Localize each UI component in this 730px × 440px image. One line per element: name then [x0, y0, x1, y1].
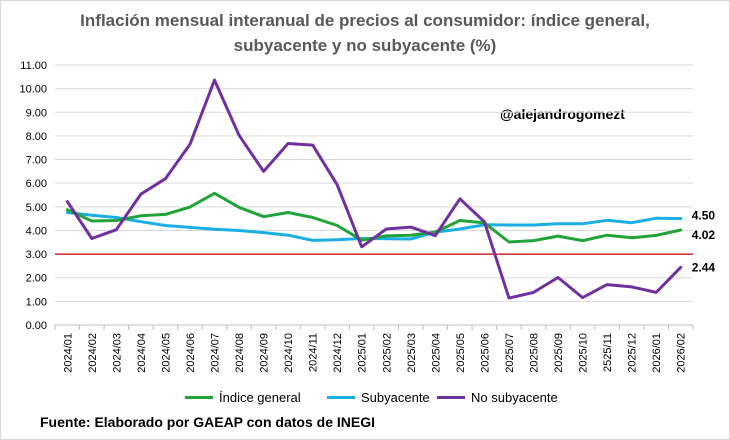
- end-value-label: 2.44: [692, 260, 716, 274]
- x-tick-label: 2026/02: [676, 333, 688, 373]
- y-tick-label: 2.00: [26, 273, 47, 285]
- y-tick-label: 0.00: [26, 320, 47, 332]
- x-tick-label: 2025/02: [381, 333, 393, 373]
- legend-label-indice-general: Índice general: [219, 390, 301, 405]
- legend-label-subyacente: Subyacente: [361, 390, 430, 405]
- watermark-handle: @alejandrogomezt: [500, 106, 625, 122]
- series-lines: [65, 78, 683, 300]
- x-tick-label: 2025/07: [504, 333, 516, 373]
- y-tick-label: 8.00: [26, 131, 47, 143]
- x-tick-label: 2026/01: [651, 333, 663, 373]
- x-tick-label: 2025/01: [357, 333, 369, 373]
- y-tick-label: 7.00: [26, 155, 47, 167]
- x-tick-label: 2024/04: [136, 333, 148, 373]
- end-value-label: 4.02: [692, 228, 716, 242]
- series-line-no-subyacente: [65, 78, 683, 300]
- x-tick-label: 2025/09: [553, 333, 565, 373]
- end-labels: 4.50 4.02 2.44: [692, 209, 716, 275]
- y-tick-label: 1.00: [26, 296, 47, 308]
- legend-swatch-subyacente: [327, 396, 355, 399]
- x-tick-label: 2024/01: [62, 333, 74, 373]
- y-tick-label: 10.00: [19, 84, 47, 96]
- x-tick-label: 2024/09: [259, 333, 271, 373]
- legend-label-no-subyacente: No subyacente: [471, 390, 558, 405]
- y-tick-label: 4.00: [26, 225, 47, 237]
- x-tick-label: 2025/12: [627, 333, 639, 373]
- x-tick-label: 2024/05: [160, 333, 172, 373]
- y-tick-label: 9.00: [26, 107, 47, 119]
- y-tick-label: 3.00: [26, 249, 47, 261]
- x-tick-label: 2025/06: [479, 333, 491, 373]
- legend-swatch-no-subyacente: [437, 396, 465, 399]
- y-tick-label: 5.00: [26, 202, 47, 214]
- y-axis: 0.00 1.00 2.00 3.00 4.00 5.00 6.00 7.00 8.00 9.00…: [19, 60, 47, 332]
- chart-title-line-2: subyacente y no subyacente (%): [233, 36, 497, 55]
- legend-item-no-subyacente: No subyacente: [437, 390, 558, 405]
- x-tick-label: 2024/10: [283, 333, 295, 373]
- source-note: Fuente: Elaborado por GAEAP con datos de…: [40, 414, 376, 430]
- x-tick-label: 2024/07: [210, 333, 222, 373]
- x-tick-label: 2025/08: [529, 333, 541, 373]
- y-tick-label: 6.00: [26, 178, 47, 190]
- y-tick-label: 11.00: [20, 60, 47, 72]
- end-value-label: 4.50: [692, 209, 716, 223]
- legend-item-subyacente: Subyacente: [327, 390, 430, 405]
- x-tick-label: 2024/08: [234, 333, 246, 373]
- chart-title-line-1: Inflación mensual interanual de precios …: [80, 11, 650, 30]
- series-line-indice-general: [65, 191, 683, 244]
- grid-lines: [55, 64, 693, 326]
- legend-swatch-indice-general: [185, 396, 213, 399]
- x-tick-label: 2024/02: [87, 333, 99, 373]
- legend-item-indice-general: Índice general: [185, 390, 301, 405]
- x-tick-label: 2024/12: [332, 333, 344, 373]
- x-tick-label: 2024/06: [185, 333, 197, 373]
- x-tick-label: 2024/11: [308, 333, 320, 372]
- x-tick-label: 2024/03: [111, 333, 123, 373]
- x-tick-label: 2025/03: [406, 333, 418, 373]
- x-tick-label: 2025/05: [455, 333, 467, 373]
- x-tick-label: 2025/04: [430, 333, 442, 373]
- x-tick-label: 2025/10: [578, 333, 590, 373]
- x-axis: 2024/01 2024/02 2024/03 2024/04 2024/05 2024/…: [54, 324, 694, 373]
- x-tick-label: 2525/11: [602, 333, 614, 372]
